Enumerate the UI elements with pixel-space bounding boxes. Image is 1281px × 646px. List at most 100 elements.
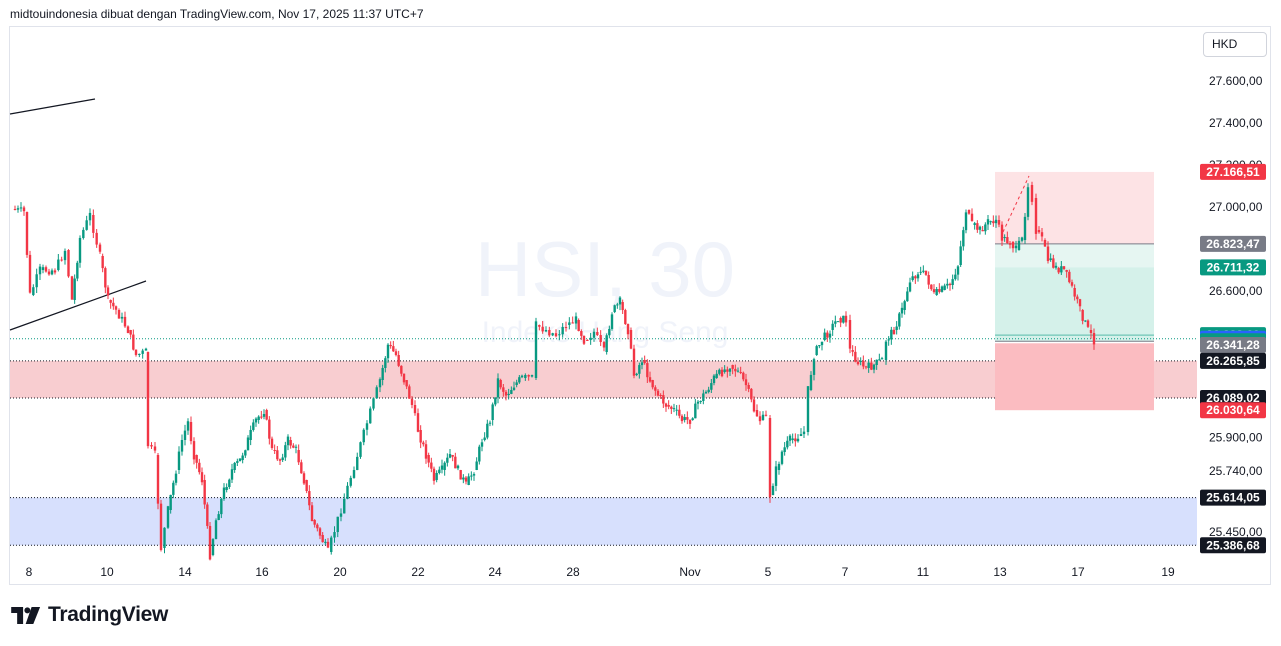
candle-body [851,350,854,352]
candle-body [747,385,750,389]
currency-selector[interactable]: HKD [1203,32,1267,57]
candle-body [618,297,622,305]
tradingview-brand[interactable]: TradingView [11,603,168,627]
candle-body [1065,270,1068,272]
candle-body [200,472,204,483]
candle-body [984,224,987,232]
candle-body [1046,246,1050,261]
candle-body [1060,266,1063,273]
candle-body [410,398,414,405]
candle-body [723,369,726,372]
time-axis-label: 28 [566,565,580,579]
candle-body [375,387,378,399]
candle-body [408,386,411,399]
candle-body [680,415,684,422]
candle-body [654,387,657,391]
tradingview-logo-icon [11,606,41,624]
price-axis-layer: 27.600,0027.400,0027.200,0027.000,0026.6… [1209,74,1263,539]
candle-body [1040,232,1044,237]
candle-body [203,480,206,505]
candle-body [672,408,676,410]
candle-body [908,282,912,292]
time-axis-layer: 8 10 14 16 20 22 24 28 Nov 5 7 11 13 17 19 [26,565,1175,579]
price-tag-label: 25.614,05 [1206,491,1260,505]
candle-body [854,351,857,362]
candle-body [831,323,834,330]
candle-body [635,373,638,375]
candle-body [141,350,144,354]
candle-body [605,335,608,352]
candle-body [608,328,611,336]
candle-body [1057,268,1060,273]
candle-body [25,212,29,255]
candle-body [343,498,346,514]
candle-body [365,423,369,430]
candle-body [976,223,979,230]
candle-body [214,520,218,540]
candle-body [699,400,702,402]
candle-body [117,310,121,319]
candle-body [41,267,45,270]
trendline-lower [9,280,147,331]
candle-body [265,410,268,420]
candle-body [451,455,454,457]
candle-body [478,446,481,462]
candle-body [1062,266,1066,269]
price-tag-box [1200,163,1266,180]
candle-body [530,375,534,377]
candle-body [95,232,98,245]
candle-body [970,213,974,221]
candle-body [823,332,826,340]
candle-body [47,271,51,275]
candle-body [924,270,928,275]
candle-body [1081,310,1084,321]
candle-body [662,395,665,404]
candle-body [1008,243,1012,245]
candle-body [129,330,132,335]
candle-body [78,237,82,263]
candle-body [156,455,160,504]
candle-body [864,366,868,368]
candle-body [1076,296,1079,300]
candle-body [405,380,408,387]
price-tag-box [1200,389,1266,406]
candle-body [836,321,840,323]
candle-body [734,368,737,372]
price-axis-label: 27.400,00 [1209,116,1263,130]
candle-body [764,414,768,416]
candle-body [73,278,76,300]
candle-body [222,487,226,500]
candle-body [120,316,124,319]
candle-body [138,353,141,355]
candle-body [211,539,215,555]
candle-body [651,380,654,388]
candle-body [76,262,79,279]
candle-body [589,337,592,341]
candle-body [534,321,538,378]
candle-body [916,274,920,279]
candle-body [419,430,422,443]
drawing-lines-layer [9,98,1197,340]
candle-body [994,219,998,224]
price-tag-box [1200,402,1266,419]
candle-body [1014,245,1018,249]
candle-body [359,442,362,457]
candle-body [257,416,260,420]
brand-name: TradingView [48,603,169,626]
candle-body [959,246,962,265]
chart-pane[interactable] [9,26,1271,585]
time-axis-label: 7 [842,565,849,579]
candle-body [551,333,554,336]
candle-body [206,504,209,526]
candle-body [67,250,70,277]
price-tag-box [1200,337,1266,354]
candle-body [887,339,890,341]
candle-body [903,301,906,310]
candle-body [308,491,311,506]
candle-body [268,419,271,439]
price-tag-box [1200,537,1266,554]
candle-body [561,327,564,335]
candle-body [491,404,494,420]
candle-body [60,259,63,261]
